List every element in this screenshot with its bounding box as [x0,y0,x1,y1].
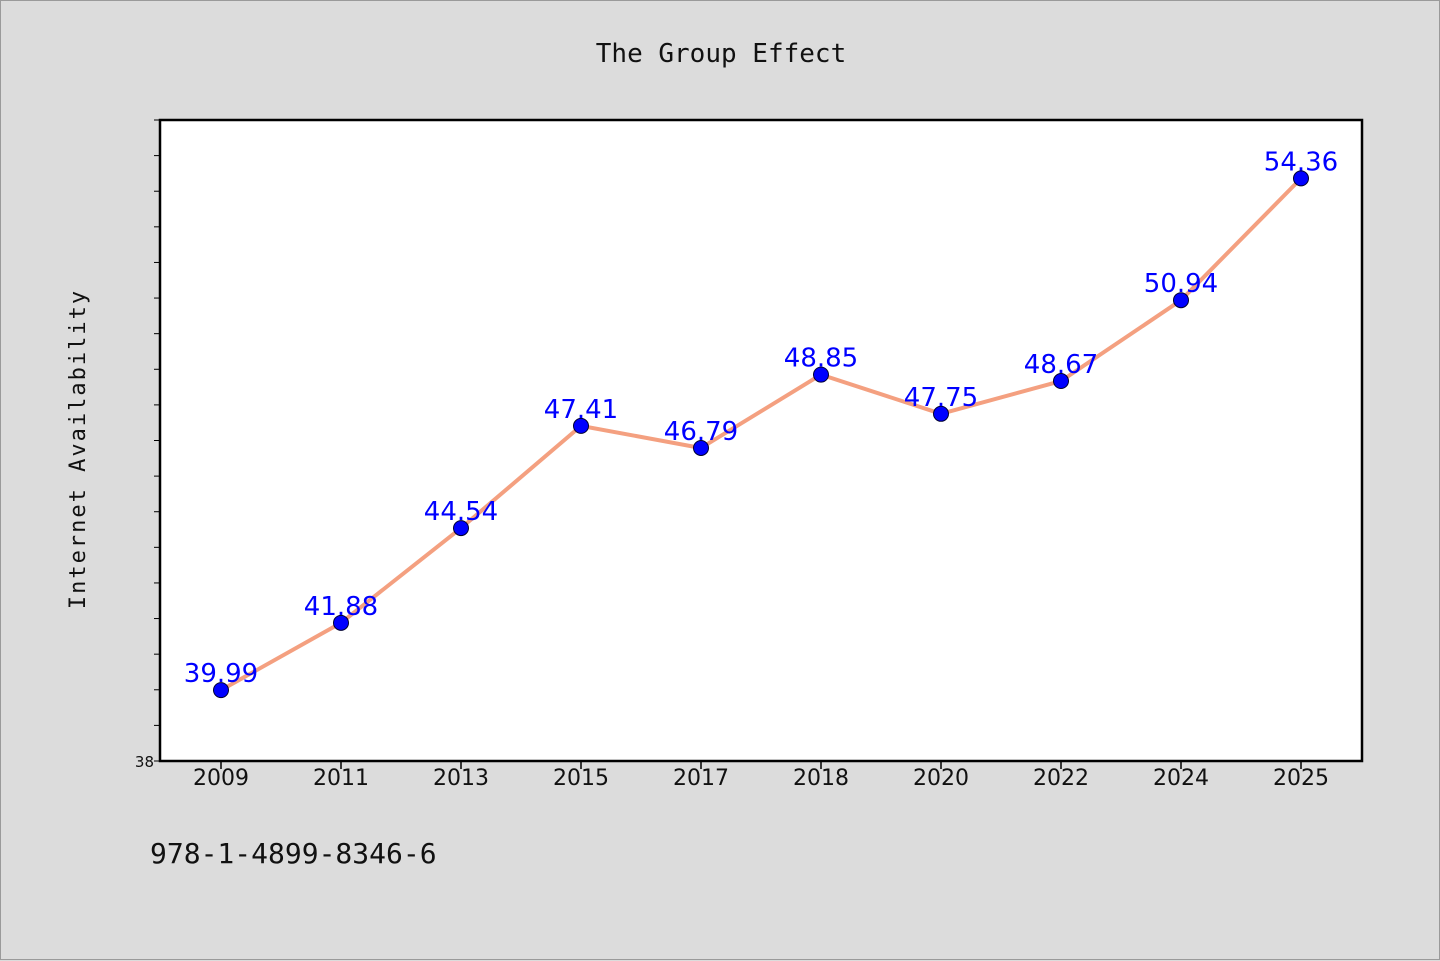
isbn-text: 978-1-4899-8346-6 [150,837,437,870]
data-label: 48.67 [1024,350,1098,380]
x-tick-label: 2011 [313,766,369,791]
x-tick-label: 2025 [1273,766,1329,791]
x-tick-label: 2013 [433,766,489,791]
y-axis-label: Internet Availability [66,289,91,609]
chart-title: The Group Effect [596,39,846,69]
data-label: 46.79 [664,417,738,447]
data-point [813,366,829,383]
data-label: 44.54 [424,497,498,527]
x-tick-label: 2018 [793,766,849,791]
x-tick-label: 2024 [1153,766,1209,791]
data-label: 54.36 [1264,147,1338,177]
x-ticks: 2009 2011 2013 2015 2017 2018 2020 2022 2024 2025 [193,761,1329,791]
data-point [573,417,589,434]
series [213,170,1309,699]
data-point [693,439,709,456]
series-line [220,176,1303,692]
data-point [453,520,469,537]
y-tick-label: 38 [135,753,154,771]
data-point [1173,292,1189,309]
x-tick-label: 2017 [673,766,729,791]
data-point [1293,170,1309,187]
x-tick-label: 2022 [1033,766,1089,791]
x-tick-label: 2015 [553,766,609,791]
data-point [333,614,349,631]
data-point [933,405,949,422]
y-ticks: 38 [135,119,160,771]
data-label: 41.88 [304,592,378,622]
data-label: 47.75 [904,383,978,413]
x-tick-label: 2009 [193,766,249,791]
data-label: 48.85 [784,344,858,374]
plot-area [158,118,1364,763]
data-point [213,682,229,699]
data-point [1053,373,1069,390]
data-label: 50.94 [1144,269,1218,299]
data-label: 47.41 [544,395,618,425]
data-label: 39.99 [184,659,258,689]
data-labels: 39.99 41.88 44.54 47.41 46.79 48.85 47.75 48.67… [184,147,1338,689]
x-tick-label: 2020 [913,766,969,791]
